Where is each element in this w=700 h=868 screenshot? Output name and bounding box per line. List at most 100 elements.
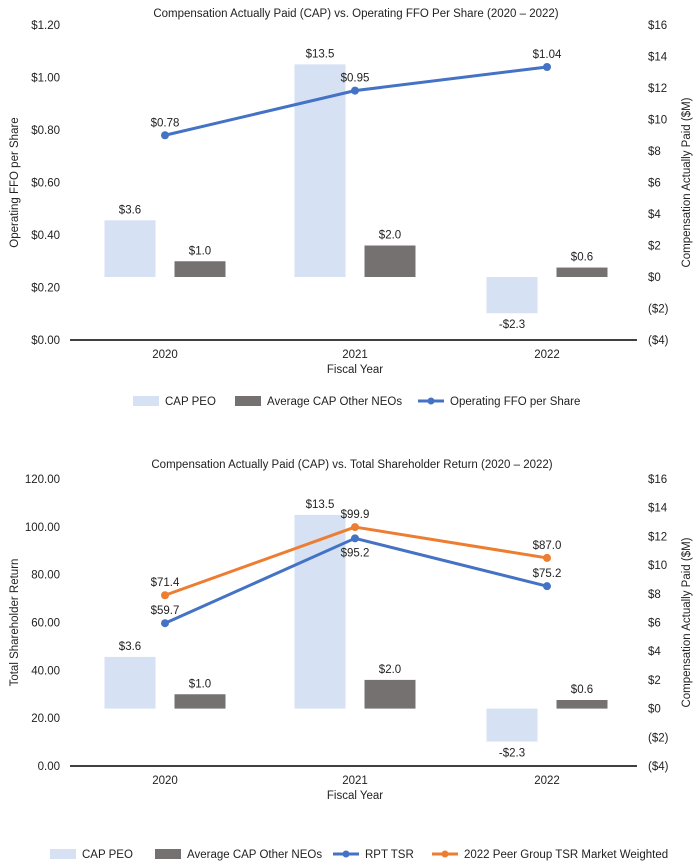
bar-data-label: $0.6 bbox=[571, 252, 593, 264]
right-tick-label: ($4) bbox=[648, 761, 669, 773]
x-tick-label: 2021 bbox=[342, 349, 368, 361]
left-tick-label: 40.00 bbox=[31, 665, 60, 677]
line-data-label: $71.4 bbox=[151, 577, 180, 589]
legend-label: CAP PEO bbox=[165, 396, 216, 408]
line-point bbox=[543, 63, 551, 71]
bar-cap-peo bbox=[104, 656, 156, 709]
right-tick-label: $14 bbox=[648, 503, 668, 515]
x-axis-title: Fiscal Year bbox=[327, 790, 383, 802]
bar-data-label: $1.0 bbox=[189, 678, 211, 690]
x-tick-label: 2022 bbox=[534, 349, 560, 361]
bar-cap-peo bbox=[294, 64, 346, 277]
line-point bbox=[161, 619, 169, 628]
legend-label: Average CAP Other NEOs bbox=[187, 849, 322, 861]
legend-marker bbox=[427, 397, 435, 405]
legend-swatch bbox=[155, 849, 181, 859]
left-tick-label: $1.00 bbox=[31, 73, 60, 85]
left-tick-label: $0.40 bbox=[31, 230, 60, 242]
bar-data-label: $2.0 bbox=[379, 664, 401, 676]
line-data-label: $59.7 bbox=[151, 605, 180, 617]
bar-data-label: -$2.3 bbox=[499, 319, 525, 331]
left-tick-label: $0.20 bbox=[31, 283, 60, 295]
bar-avg-cap-other-neos bbox=[364, 679, 416, 709]
right-tick-label: $16 bbox=[648, 474, 667, 486]
legend-label: RPT TSR bbox=[365, 849, 414, 861]
right-tick-label: ($2) bbox=[648, 304, 669, 316]
legend-swatch bbox=[235, 396, 261, 406]
bar-cap-peo bbox=[104, 220, 156, 277]
legend-swatch bbox=[133, 396, 159, 406]
bar-data-label: $0.6 bbox=[571, 684, 593, 696]
left-tick-label: 0.00 bbox=[38, 761, 60, 773]
right-tick-label: $12 bbox=[648, 531, 667, 543]
legend-label: 2022 Peer Group TSR Market Weighted bbox=[464, 849, 668, 861]
line-data-label: $75.2 bbox=[533, 568, 562, 580]
right-tick-label: ($4) bbox=[648, 335, 669, 347]
right-tick-label: $14 bbox=[648, 52, 668, 64]
bar-data-label: $2.0 bbox=[379, 230, 401, 242]
x-axis-title: Fiscal Year bbox=[327, 364, 383, 376]
bar-data-label: $13.5 bbox=[306, 499, 335, 511]
left-axis-title: Operating FFO per Share bbox=[9, 117, 21, 247]
left-tick-label: 20.00 bbox=[31, 713, 60, 725]
bar-data-label: $3.6 bbox=[119, 641, 141, 653]
left-tick-label: 100.00 bbox=[25, 522, 60, 534]
bar-avg-cap-other-neos bbox=[174, 694, 226, 709]
line-data-label: $99.9 bbox=[341, 509, 370, 521]
right-axis-title: Compensation Actually Paid ($M) bbox=[681, 97, 693, 267]
right-tick-label: $6 bbox=[648, 178, 661, 190]
right-axis-title: Compensation Actually Paid ($M) bbox=[681, 537, 693, 707]
bar-avg-cap-other-neos bbox=[174, 261, 226, 277]
right-tick-label: ($2) bbox=[648, 732, 669, 744]
left-tick-label: $1.20 bbox=[31, 20, 60, 32]
left-tick-label: 120.00 bbox=[25, 474, 60, 486]
bar-cap-peo bbox=[486, 708, 538, 742]
right-tick-label: $4 bbox=[648, 646, 661, 658]
line-data-label: $1.04 bbox=[533, 49, 562, 61]
right-tick-label: $10 bbox=[648, 115, 667, 127]
line-data-label: $95.2 bbox=[341, 547, 370, 559]
bar-data-label: $3.6 bbox=[119, 204, 141, 216]
bar-data-label: -$2.3 bbox=[499, 748, 525, 760]
line-point bbox=[543, 553, 551, 562]
x-tick-label: 2020 bbox=[152, 349, 178, 361]
right-tick-label: $6 bbox=[648, 618, 661, 630]
bar-cap-peo bbox=[486, 277, 538, 314]
line-point bbox=[161, 591, 169, 600]
chart-title: Compensation Actually Paid (CAP) vs. Tot… bbox=[151, 459, 552, 471]
left-tick-label: $0.80 bbox=[31, 125, 60, 137]
line-point bbox=[351, 86, 359, 95]
bar-avg-cap-other-neos bbox=[364, 245, 416, 277]
bar-avg-cap-other-neos bbox=[556, 699, 608, 709]
right-tick-label: $0 bbox=[648, 272, 661, 284]
right-tick-label: $8 bbox=[648, 146, 661, 158]
left-axis-title: Total Shareholder Return bbox=[9, 559, 21, 687]
line-data-label: $0.78 bbox=[151, 117, 180, 129]
line-point bbox=[351, 523, 359, 532]
right-tick-label: $0 bbox=[648, 704, 661, 716]
legend-label: Average CAP Other NEOs bbox=[267, 396, 402, 408]
right-tick-label: $4 bbox=[648, 209, 661, 221]
left-tick-label: 80.00 bbox=[31, 570, 60, 582]
chart-cap-vs-tsr: Compensation Actually Paid (CAP) vs. Tot… bbox=[9, 459, 693, 861]
right-tick-label: $10 bbox=[648, 560, 667, 572]
bar-data-label: $1.0 bbox=[189, 245, 211, 257]
left-tick-label: $0.00 bbox=[31, 335, 60, 347]
chart-title: Compensation Actually Paid (CAP) vs. Ope… bbox=[153, 8, 558, 20]
legend-marker bbox=[441, 850, 449, 858]
x-tick-label: 2022 bbox=[534, 775, 560, 787]
bar-data-label: $13.5 bbox=[306, 48, 335, 60]
left-tick-label: $0.60 bbox=[31, 178, 60, 190]
left-tick-label: 60.00 bbox=[31, 618, 60, 630]
bar-avg-cap-other-neos bbox=[556, 267, 608, 277]
legend-label: Operating FFO per Share bbox=[450, 396, 580, 408]
right-tick-label: $12 bbox=[648, 83, 667, 95]
x-tick-label: 2021 bbox=[342, 775, 368, 787]
line-point bbox=[161, 131, 169, 140]
legend-marker bbox=[342, 850, 350, 858]
right-tick-label: $2 bbox=[648, 675, 661, 687]
line-data-label: $0.95 bbox=[341, 73, 370, 85]
x-tick-label: 2020 bbox=[152, 775, 178, 787]
chart-cap-vs-ffo: Compensation Actually Paid (CAP) vs. Ope… bbox=[9, 8, 693, 408]
